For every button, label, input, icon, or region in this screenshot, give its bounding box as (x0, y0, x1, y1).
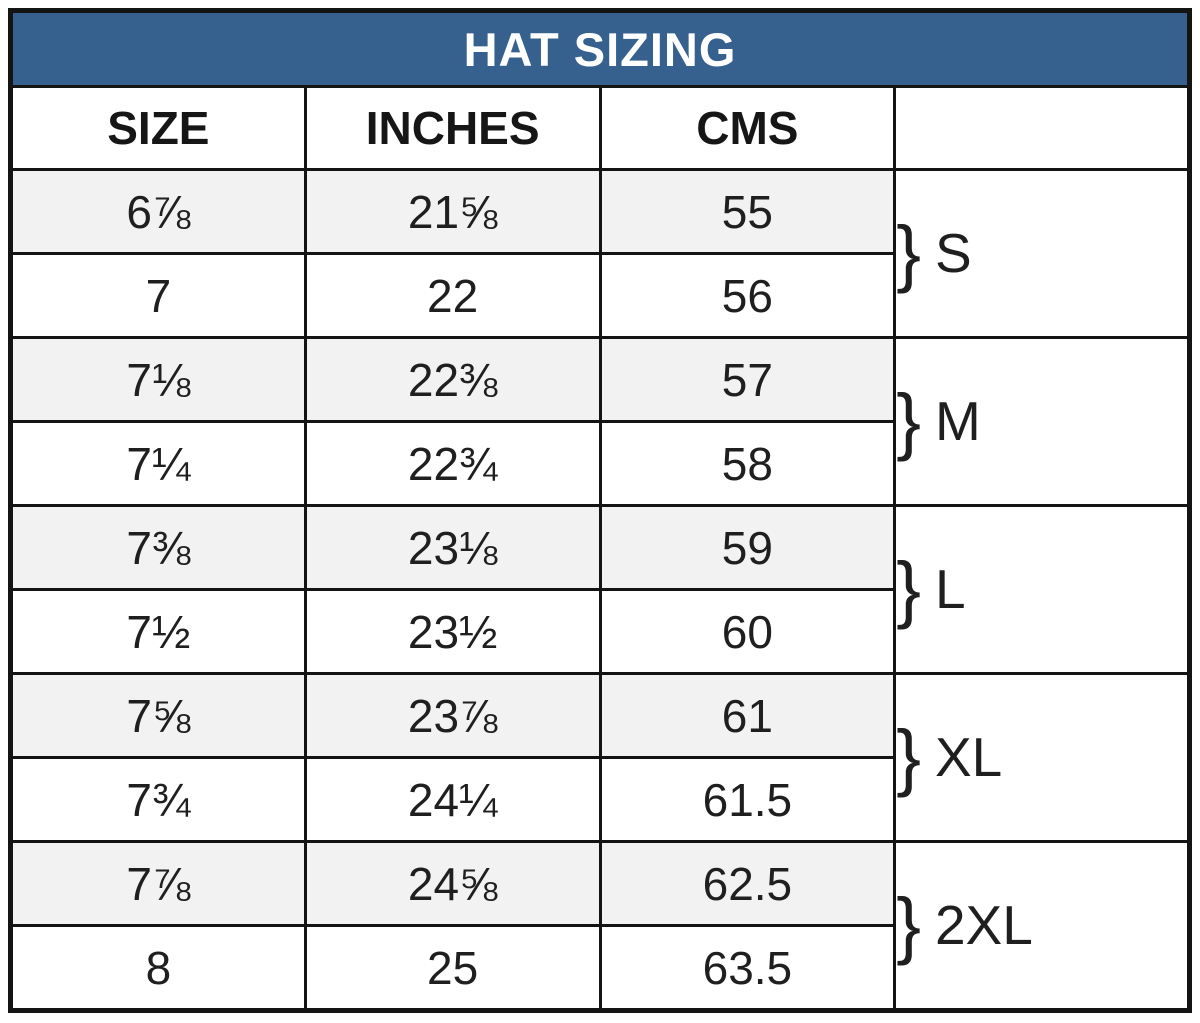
inches-cell: 22¾ (303, 420, 602, 507)
size-cell: 7⅛ (9, 336, 307, 423)
size-cell: 7⅜ (9, 504, 307, 591)
size-group-cell-xl: } XL (893, 672, 1191, 843)
size-cell: 7 (9, 252, 307, 339)
cms-cell: 55 (598, 168, 897, 255)
cms-cell: 61.5 (598, 756, 897, 843)
inches-cell: 23⅛ (303, 504, 602, 591)
column-header-row: SIZE INCHES CMS (9, 85, 1191, 171)
inches-cell: 24⅝ (303, 840, 602, 927)
size-group-cell-s: } S (893, 168, 1191, 339)
size-cell: 6⅞ (9, 168, 307, 255)
cms-cell: 56 (598, 252, 897, 339)
table-row: 7½ 23½ 60 (9, 588, 1190, 675)
column-header-group (893, 85, 1191, 171)
table-row: 8 25 63.5 (9, 924, 1190, 1012)
size-group-cell-m: } M (893, 336, 1191, 507)
cms-cell: 60 (598, 588, 897, 675)
table-row: 6⅞ 21⅝ 55 } S (9, 168, 1191, 339)
inches-cell: 23⅞ (303, 672, 602, 759)
size-cell: 7⅞ (9, 840, 307, 927)
inches-cell: 22 (303, 252, 602, 339)
inches-cell: 25 (303, 924, 602, 1012)
size-cell: 7¼ (9, 420, 307, 507)
table-row: 7 22 56 (9, 252, 1190, 339)
size-cell: 7⅝ (9, 672, 307, 759)
table-title: HAT SIZING (9, 9, 1191, 88)
table-row: 7¼ 22¾ 58 (9, 420, 1190, 507)
cms-cell: 59 (598, 504, 897, 591)
cms-cell: 62.5 (598, 840, 897, 927)
size-group-cell-2xl: } 2XL (893, 840, 1191, 1012)
inches-cell: 23½ (303, 588, 602, 675)
table-title-row: HAT SIZING (9, 9, 1191, 88)
cms-cell: 63.5 (598, 924, 897, 1012)
size-cell: 8 (9, 924, 307, 1012)
cms-cell: 58 (598, 420, 897, 507)
hat-sizing-table: HAT SIZING SIZE INCHES CMS 6⅞ 21⅝ 55 } S … (8, 8, 1192, 1013)
size-group-cell-l: } L (893, 504, 1191, 675)
cms-cell: 61 (598, 672, 897, 759)
size-cell: 7½ (9, 588, 307, 675)
size-cell: 7¾ (9, 756, 307, 843)
inches-cell: 22⅜ (303, 336, 602, 423)
table-row: 7⅞ 24⅝ 62.5 } 2XL (9, 840, 1191, 1012)
inches-cell: 24¼ (303, 756, 602, 843)
table-row: 7¾ 24¼ 61.5 (9, 756, 1190, 843)
column-header-inches: INCHES (303, 85, 602, 171)
column-header-size: SIZE (9, 85, 307, 171)
cms-cell: 57 (598, 336, 897, 423)
table-row: 7⅝ 23⅞ 61 } XL (9, 672, 1191, 843)
column-header-cms: CMS (598, 85, 897, 171)
inches-cell: 21⅝ (303, 168, 602, 255)
table-row: 7⅜ 23⅛ 59 } L (9, 504, 1191, 675)
table-row: 7⅛ 22⅜ 57 } M (9, 336, 1191, 507)
